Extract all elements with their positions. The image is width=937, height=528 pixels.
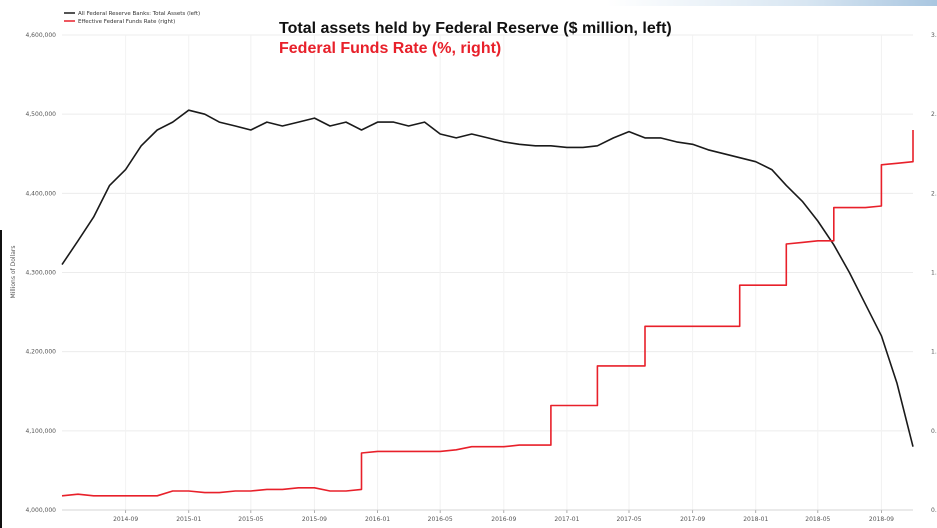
x-tick-label: 2015-01	[176, 516, 201, 523]
legend-label-total-assets: All Federal Reserve Banks: Total Assets …	[78, 11, 200, 17]
y-right-tick-label: 2.0	[931, 190, 937, 197]
x-tick-label: 2018-09	[869, 516, 894, 523]
x-tick-label: 2015-09	[302, 516, 327, 523]
y-right-tick-label: 3.0	[931, 32, 937, 39]
gridlines	[62, 34, 913, 511]
corner-accent-band	[607, 0, 937, 6]
x-tick-label: 2017-01	[554, 516, 579, 523]
y-axis-label: Millions of Dollars	[10, 246, 17, 299]
x-tick-label: 2014-09	[113, 516, 138, 523]
x-tick-label: 2015-05	[238, 516, 263, 523]
legend-label-fed-funds-rate: Effective Federal Funds Rate (right)	[78, 19, 175, 25]
y-right-tick-label: 1.5	[931, 270, 937, 277]
chart-title: Total assets held by Federal Reserve ($ …	[279, 20, 672, 37]
x-tick-label: 2016-05	[428, 516, 453, 523]
series-line-fed-funds-rate	[61, 130, 914, 497]
x-tick-label: 2017-05	[616, 516, 641, 523]
y-left-tick-label: 4,500,000	[25, 111, 56, 118]
x-tick-label: 2017-09	[680, 516, 705, 523]
y-right-tick-label: 0.0	[931, 507, 937, 514]
legend: All Federal Reserve Banks: Total Assets …	[64, 11, 200, 25]
x-tick-label: 2016-09	[491, 516, 516, 523]
y-left-tick-label: 4,000,000	[25, 507, 56, 514]
y-left-tick-label: 4,400,000	[25, 190, 56, 197]
x-tick-label: 2016-01	[365, 516, 390, 523]
x-tick-label: 2018-05	[805, 516, 830, 523]
y-left-tick-label: 4,100,000	[25, 428, 56, 435]
y-left-tick-label: 4,200,000	[25, 349, 56, 356]
y-right-tick-label: 1.0	[931, 349, 937, 356]
y-right-tick-label: 2.5	[931, 111, 937, 118]
y-right-tick-label: 0.5	[931, 428, 937, 435]
y-left-tick-label: 4,300,000	[25, 270, 56, 277]
axes: 4,000,000 4,100,000 4,200,000 4,300,000 4,40…	[25, 32, 937, 523]
y-left-tick-label: 4,600,000	[25, 32, 56, 39]
series-layer	[61, 109, 914, 497]
series-line-total-assets	[61, 109, 914, 447]
chart-subtitle: Federal Funds Rate (%, right)	[279, 40, 501, 57]
x-tick-label: 2018-01	[743, 516, 768, 523]
left-edge-rule	[0, 230, 2, 528]
